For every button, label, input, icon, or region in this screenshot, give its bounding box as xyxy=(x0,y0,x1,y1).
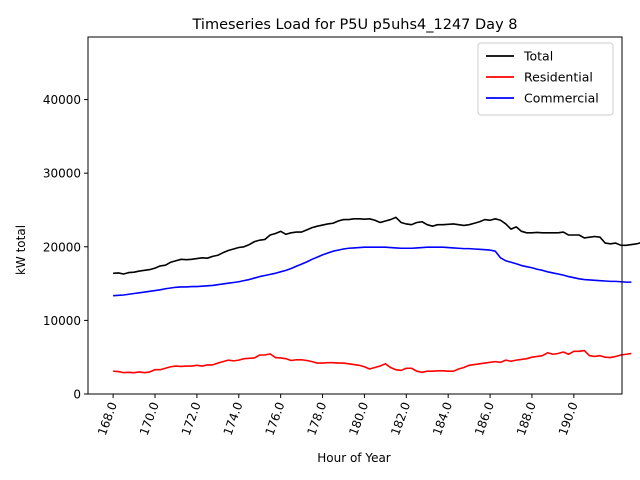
plot-frame xyxy=(87,36,623,395)
y-axis-title: kW total xyxy=(14,225,28,275)
y-tick-label: 30000 xyxy=(43,167,81,181)
legend-label-commercial: Commercial xyxy=(524,91,599,106)
x-tick-label: 170.0 xyxy=(137,400,162,437)
legend: Total Residential Commercial xyxy=(477,42,614,116)
series-line-residential xyxy=(113,349,632,374)
x-tick-label: 190.0 xyxy=(556,400,581,437)
legend-label-residential: Residential xyxy=(524,70,593,85)
x-tick-label: 168.0 xyxy=(95,400,120,437)
x-axis-title: Hour of Year xyxy=(317,451,391,465)
series-line-total xyxy=(113,216,640,275)
y-tick-label: 20000 xyxy=(43,240,81,254)
legend-box xyxy=(477,42,614,116)
x-tick-label: 180.0 xyxy=(346,400,371,437)
x-tick-label: 178.0 xyxy=(304,400,329,437)
x-tick-label: 174.0 xyxy=(221,400,246,437)
y-tick-label: 40000 xyxy=(43,93,81,107)
x-tick-label: 186.0 xyxy=(472,400,497,437)
x-tick-label: 188.0 xyxy=(514,400,539,437)
x-tick-label: 176.0 xyxy=(263,400,288,437)
series-line-commercial xyxy=(113,246,632,297)
x-tick-label: 184.0 xyxy=(430,400,455,437)
y-tick-label: 10000 xyxy=(43,314,81,328)
chart-title: Timeseries Load for P5U p5uhs4_1247 Day … xyxy=(192,17,518,33)
legend-label-total: Total xyxy=(523,49,553,64)
x-tick-label: 172.0 xyxy=(179,400,204,437)
x-tick-label: 182.0 xyxy=(388,400,413,437)
y-tick-label: 0 xyxy=(73,388,81,402)
